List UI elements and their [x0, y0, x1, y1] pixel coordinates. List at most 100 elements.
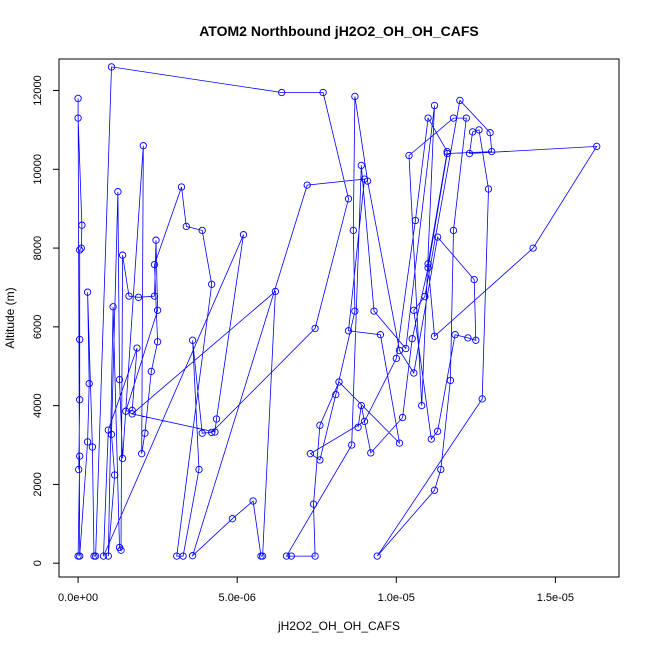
data-point	[395, 346, 404, 355]
data-point	[446, 376, 455, 385]
data-point	[484, 185, 493, 193]
series-line	[77, 66, 598, 558]
data-point	[282, 552, 291, 560]
data-point	[271, 287, 280, 296]
data-point	[349, 226, 357, 235]
data-point	[354, 423, 362, 431]
data-point	[418, 401, 426, 410]
data-point	[128, 406, 136, 415]
y-tick-label: 12000	[32, 75, 44, 106]
data-point	[182, 222, 190, 231]
data-point	[351, 307, 359, 315]
data-point	[104, 552, 112, 560]
data-point	[177, 183, 186, 191]
data-point	[430, 332, 439, 340]
data-point	[424, 114, 432, 122]
data-point	[421, 292, 429, 301]
y-tick-label: 6000	[32, 315, 44, 339]
y-axis-label: Altitude (m)	[3, 287, 17, 348]
data-point	[311, 324, 319, 333]
data-point	[75, 465, 83, 474]
data-point	[77, 244, 85, 252]
data-point	[357, 401, 365, 410]
data-point	[76, 452, 84, 460]
data-point	[114, 188, 122, 196]
data-point	[309, 500, 318, 508]
chart-title: ATOM2 Northbound jH2O2_OH_OH_CAFS	[199, 23, 479, 39]
data-point	[208, 428, 216, 437]
data-point	[395, 439, 404, 447]
data-point	[348, 441, 356, 449]
data-point	[335, 378, 343, 386]
data-point	[76, 335, 84, 344]
data-point	[478, 395, 486, 403]
data-point	[376, 331, 385, 339]
data-point	[141, 429, 149, 437]
data-point	[78, 221, 86, 229]
data-point	[134, 293, 143, 301]
data-point	[344, 327, 353, 335]
data-point	[74, 94, 82, 103]
data-point	[88, 443, 97, 451]
data-point	[367, 449, 375, 457]
x-tick-label: 0.0e+00	[58, 592, 98, 604]
data-point	[437, 465, 445, 474]
data-point	[424, 264, 432, 272]
data-point	[83, 438, 92, 446]
data-point	[76, 552, 84, 560]
data-point	[83, 288, 92, 296]
data-point	[188, 336, 197, 344]
data-point	[357, 161, 365, 170]
data-point	[472, 336, 480, 344]
plot-frame	[58, 58, 620, 578]
data-point	[139, 142, 147, 150]
data-point	[211, 428, 219, 436]
data-point	[410, 306, 418, 314]
data-point	[410, 369, 418, 377]
data-point	[363, 177, 372, 185]
data-point	[150, 292, 159, 300]
data-point	[398, 413, 407, 422]
data-point	[470, 275, 478, 284]
data-point	[198, 429, 206, 437]
data-point	[488, 147, 496, 156]
data-point	[76, 396, 84, 404]
data-point	[430, 486, 439, 494]
data-point	[405, 151, 413, 160]
data-point	[433, 233, 442, 241]
data-point	[486, 129, 494, 137]
y-tick-label: 4000	[32, 393, 44, 417]
data-point	[208, 280, 216, 288]
data-point	[593, 142, 601, 151]
data-point	[316, 421, 324, 429]
data-point	[138, 450, 146, 458]
data-point	[462, 114, 470, 122]
data-point	[430, 101, 439, 110]
data-point	[195, 465, 203, 474]
x-tick-label: 1.0e-05	[378, 592, 415, 604]
data-point	[212, 415, 221, 423]
data-point	[257, 552, 265, 560]
data-point	[468, 128, 477, 136]
data-point	[147, 367, 155, 376]
data-point	[319, 88, 327, 97]
data-point	[109, 303, 117, 311]
data-point	[351, 92, 359, 101]
data-point	[332, 390, 340, 399]
y-tick-label: 0	[32, 560, 44, 566]
data-point	[392, 354, 400, 363]
x-axis: 0.0e+00 5.0e-06 1.0e-05 1.5e-05	[58, 576, 574, 604]
data-point	[464, 334, 472, 342]
data-point	[117, 546, 125, 554]
y-axis: 0 2000 4000 6000 8000 10000 12000	[32, 75, 60, 566]
data-point	[91, 552, 100, 560]
data-point	[173, 552, 181, 560]
data-point	[456, 96, 464, 105]
data-point	[118, 454, 127, 463]
data-point	[370, 307, 378, 315]
y-tick-label: 8000	[32, 236, 44, 260]
data-point	[249, 497, 257, 505]
data-point	[133, 344, 141, 352]
data-point	[76, 246, 84, 254]
